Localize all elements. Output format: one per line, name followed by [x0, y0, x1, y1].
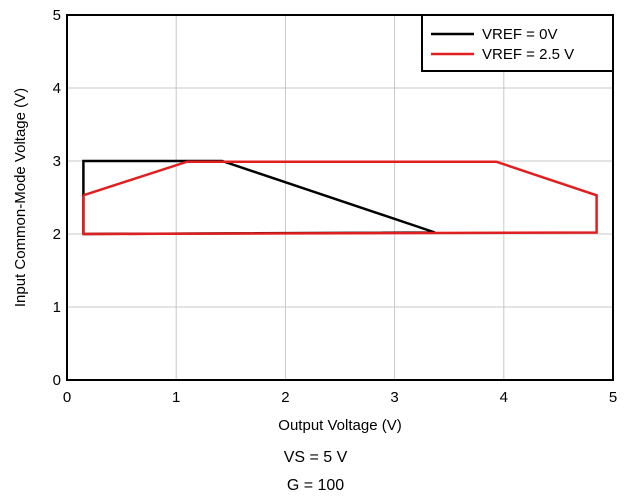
legend-box — [421, 14, 614, 72]
x-tick-label: 2 — [281, 389, 289, 406]
x-tick-label: 4 — [500, 389, 508, 406]
y-tick-label: 0 — [53, 372, 61, 389]
x-tick-label: 3 — [390, 389, 398, 406]
y-tick-label: 3 — [53, 153, 61, 170]
x-tick-label: 0 — [63, 389, 71, 406]
y-tick-labels: 0 1 2 3 4 5 — [53, 7, 61, 389]
y-tick-label: 2 — [53, 226, 61, 243]
supply-voltage-caption: VS = 5 V — [283, 449, 348, 466]
y-tick-label: 5 — [53, 7, 61, 24]
series-group — [82, 159, 598, 236]
x-tick-label: 5 — [609, 389, 617, 406]
legend: VREF = 0V VREF = 2.5 V — [421, 14, 614, 72]
y-axis-title: Input Common-Mode Voltage (V) — [12, 88, 29, 307]
gain-caption: G = 100 — [286, 477, 345, 494]
legend-label-2: VREF = 2.5 V — [482, 46, 574, 63]
x-axis-title: Output Voltage (V) — [278, 417, 401, 434]
y-tick-label: 4 — [53, 80, 61, 97]
series-line-2 — [82, 160, 598, 236]
plot-frame — [66, 14, 614, 381]
series-line-1 — [82, 159, 436, 236]
x-tick-label: 1 — [172, 389, 180, 406]
legend-label-1: VREF = 0V — [482, 26, 557, 43]
x-tick-labels: 0 1 2 3 4 5 — [63, 389, 617, 406]
y-tick-label: 1 — [53, 299, 61, 316]
